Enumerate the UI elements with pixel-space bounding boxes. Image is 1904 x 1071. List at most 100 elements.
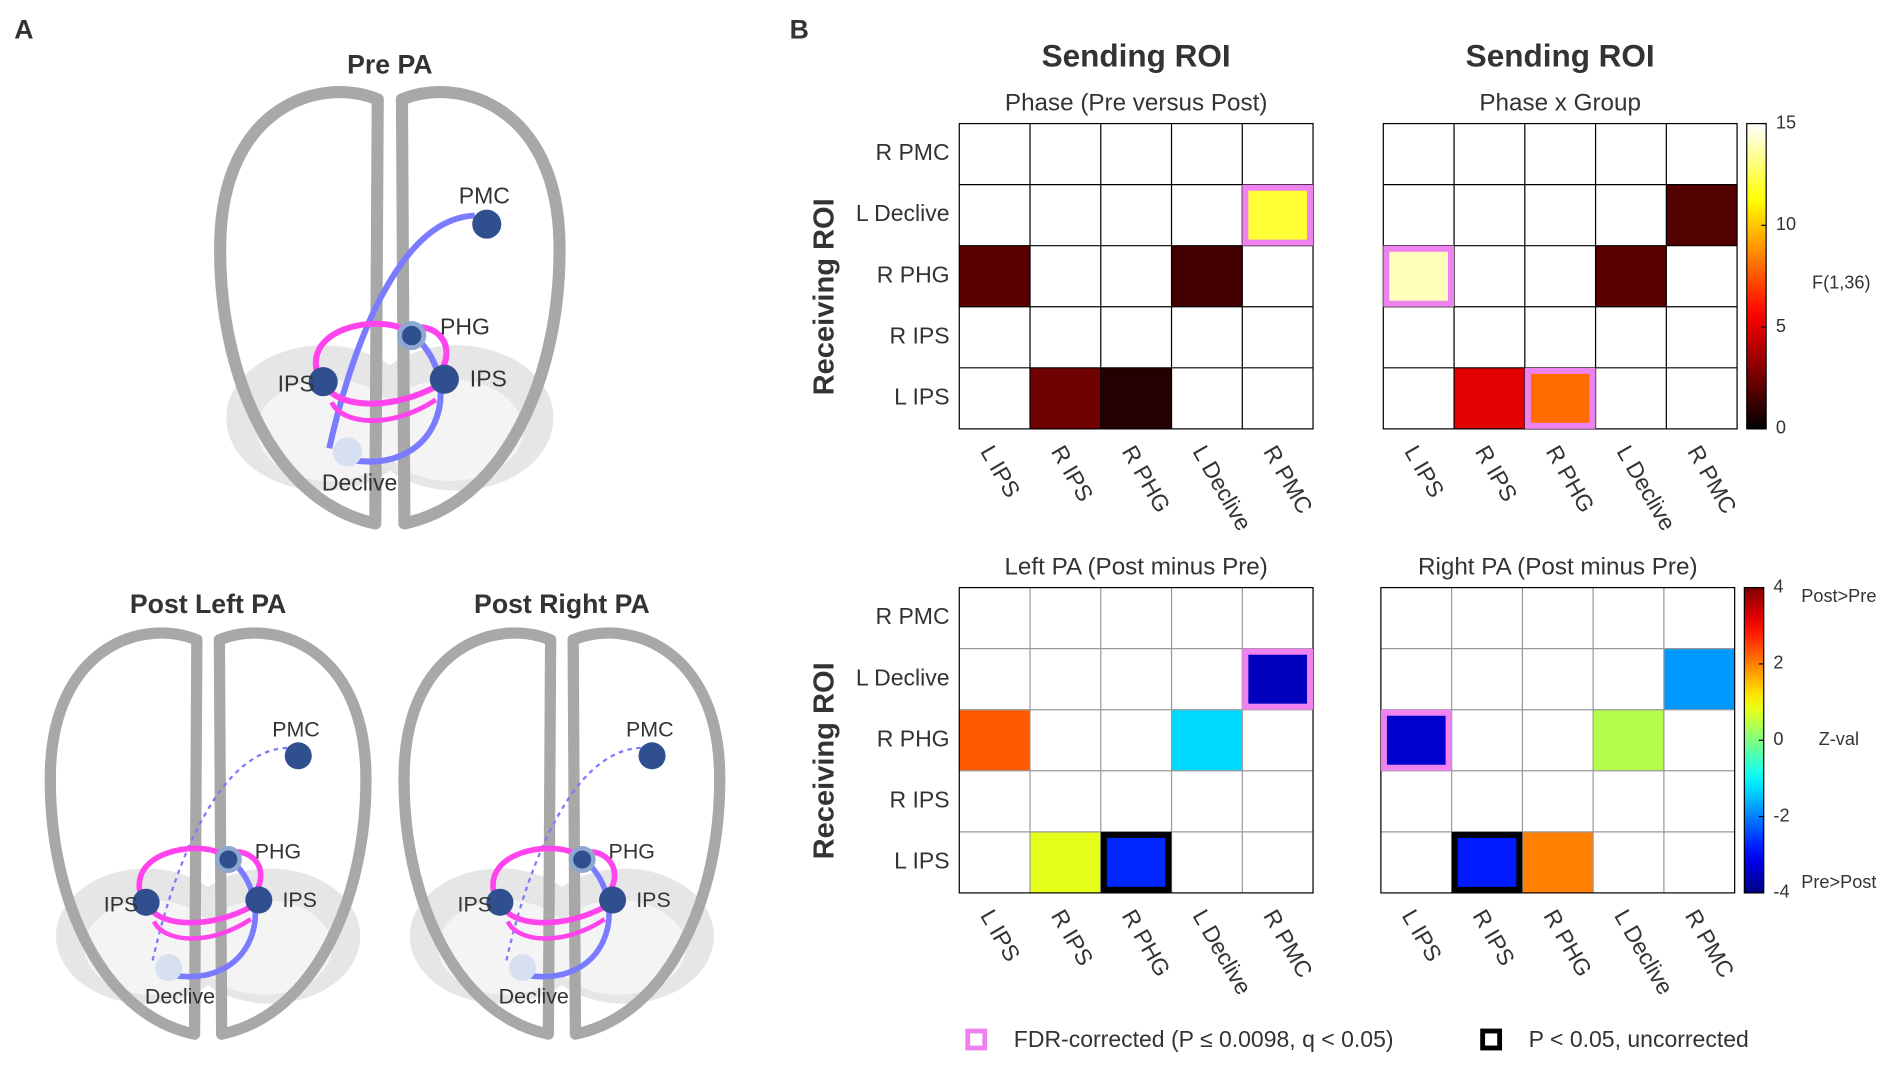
node-label: PMC <box>459 183 510 209</box>
node <box>132 888 160 916</box>
diagram-title: Pre PA <box>347 50 432 80</box>
colorbar-tick-label: 15 <box>1776 112 1796 132</box>
node-label: IPS <box>636 888 670 912</box>
panel-label: A <box>14 15 33 45</box>
cell <box>1451 831 1523 893</box>
highlight <box>1100 831 1172 893</box>
y-tick-label: R PMC <box>875 603 949 629</box>
node <box>638 742 666 770</box>
y-axis-label: Receiving ROI <box>809 198 841 395</box>
cell <box>1522 831 1594 893</box>
cell <box>1100 831 1172 893</box>
x-tick-label: L Declive <box>1609 905 1678 999</box>
node-label: IPS <box>458 892 492 916</box>
legend-label: FDR-corrected (P ≤ 0.0098, q < 0.05) <box>1014 1026 1394 1052</box>
cell <box>1100 367 1172 429</box>
y-tick-label: L IPS <box>894 847 949 873</box>
connection <box>326 212 475 449</box>
node-label: PMC <box>626 718 674 742</box>
chart-title: Left PA (Post minus Pre) <box>1004 554 1267 581</box>
highlight <box>1242 184 1314 246</box>
node <box>332 437 362 467</box>
cell <box>1666 184 1738 246</box>
node <box>568 845 596 873</box>
y-tick-label: L Declive <box>856 200 950 226</box>
plot-border <box>958 586 1314 894</box>
node <box>245 886 273 914</box>
hemisphere <box>398 627 557 1040</box>
cell <box>959 245 1031 307</box>
x-tick-label: L IPS <box>1399 441 1449 502</box>
colorbar-tick-label: -2 <box>1773 805 1789 825</box>
node-label: PHG <box>255 839 301 863</box>
heading: Sending ROI <box>1466 37 1655 73</box>
cerebellum <box>550 900 686 995</box>
cell <box>1524 367 1596 429</box>
colorbar-label: Z-val <box>1819 729 1859 749</box>
highlight <box>1380 709 1452 771</box>
y-tick-label: R PHG <box>877 261 950 287</box>
brain-diagram: PMC PHG IPS IPS Declive <box>44 627 372 1040</box>
y-tick-label: R PHG <box>877 725 950 751</box>
chart-title: Right PA (Post minus Pre) <box>1418 554 1698 581</box>
highlight <box>1242 648 1314 710</box>
node <box>284 742 312 770</box>
connection <box>136 845 223 896</box>
chart-title: Phase (Pre versus Post) <box>1005 90 1267 117</box>
x-tick-label: R IPS <box>1468 905 1521 970</box>
connection <box>173 863 259 980</box>
connection <box>329 397 438 423</box>
chart-title: Phase x Group <box>1479 90 1641 117</box>
cerebellum <box>377 379 524 481</box>
hemisphere <box>214 86 384 530</box>
colorbar <box>1746 122 1767 430</box>
panel-label: B <box>790 15 809 45</box>
cell <box>1171 245 1243 307</box>
colorbar-tick-label: 0 <box>1776 418 1786 438</box>
x-tick-label: L Declive <box>1188 441 1257 535</box>
node <box>508 954 536 982</box>
cell <box>1242 648 1314 710</box>
hemisphere <box>213 627 372 1040</box>
connection <box>503 903 609 926</box>
connection <box>149 903 255 926</box>
node-label: Declive <box>499 985 569 1009</box>
x-tick-label: R PMC <box>1682 441 1742 518</box>
x-tick-label: R PHG <box>1117 905 1176 981</box>
x-tick-label: R PMC <box>1258 441 1318 518</box>
node-label: IPS <box>282 888 316 912</box>
x-tick-label: L IPS <box>975 905 1025 966</box>
colorbar-tick-label: 10 <box>1776 214 1796 234</box>
x-tick-label: L IPS <box>1397 905 1447 966</box>
cell <box>959 709 1031 771</box>
x-tick-label: L Declive <box>1612 441 1681 535</box>
node <box>397 321 427 351</box>
node-label: Declive <box>322 470 397 496</box>
node-label: PMC <box>272 718 320 742</box>
y-axis-label: Receiving ROI <box>809 662 841 859</box>
node-label: IPS <box>104 892 138 916</box>
cell <box>1663 648 1735 710</box>
cell <box>1171 709 1243 771</box>
x-tick-label: R PHG <box>1117 441 1176 517</box>
y-tick-label: R PMC <box>875 139 949 165</box>
node-label: IPS <box>278 370 315 396</box>
cell <box>1595 245 1667 307</box>
colorbar-label: Post>Pre <box>1801 586 1876 606</box>
diagram-title: Post Left PA <box>130 589 286 619</box>
x-tick-label: R PMC <box>1258 905 1318 982</box>
connection <box>504 746 641 965</box>
cell <box>1242 184 1314 246</box>
hemisphere <box>567 627 726 1040</box>
cell <box>1030 367 1101 429</box>
x-tick-label: R PHG <box>1541 441 1600 517</box>
x-tick-label: R IPS <box>1046 441 1099 506</box>
colorbar-label: F(1,36) <box>1812 272 1871 292</box>
connection <box>490 845 577 896</box>
diagram-title: Post Right PA <box>474 589 650 619</box>
connection <box>151 917 253 941</box>
node <box>214 845 242 873</box>
cell <box>1454 367 1525 429</box>
heading: Sending ROI <box>1042 37 1231 73</box>
